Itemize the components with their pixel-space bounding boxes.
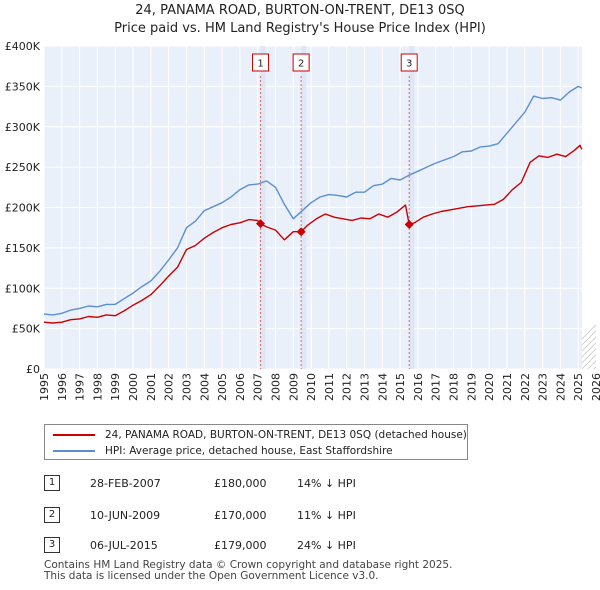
- x-tick-label: 2025: [572, 373, 585, 401]
- x-tick-label: 1995: [38, 373, 51, 401]
- sale-point: [404, 219, 414, 229]
- x-tick-label: 1998: [91, 373, 104, 401]
- sale-badge-box: [252, 53, 270, 72]
- sale-hpi-relation: 24% ↓ HPI: [297, 539, 356, 552]
- x-tick-label: 2021: [501, 373, 514, 401]
- x-tick-label: 2005: [216, 373, 229, 401]
- chart-title: 24, PANAMA ROAD, BURTON-ON-TRENT, DE13 0…: [0, 2, 600, 38]
- legend-label-hpi: HPI: Average price, detached house, East…: [105, 445, 393, 457]
- x-tick-label: 2018: [448, 373, 461, 401]
- x-axis-labels: 1995 1996 1997 1998 1999 2000 2001 2002 2003 2004…: [38, 373, 600, 401]
- x-tick-label: 2008: [269, 373, 282, 401]
- sale-price: £180,000: [214, 477, 267, 490]
- x-tick-label: 2015: [394, 373, 407, 401]
- x-tick-label: 2020: [483, 373, 496, 401]
- sale-number-badge: 2: [44, 507, 60, 523]
- sale-number-badge: 1: [44, 475, 60, 491]
- y-tick-label: £150K: [5, 242, 41, 255]
- x-tick-label: 2024: [554, 373, 567, 401]
- x-tick-label: 1999: [109, 373, 122, 401]
- sale-point: [256, 219, 266, 229]
- y-tick-label: £350K: [5, 80, 41, 93]
- sale-date: 06-JUL-2015: [90, 539, 158, 552]
- footer-credits: Contains HM Land Registry data © Crown c…: [44, 560, 452, 582]
- sale-shade: [301, 46, 307, 369]
- x-tick-label: 2001: [145, 373, 158, 401]
- y-tick-label: £200K: [5, 202, 41, 215]
- x-tick-label: 2023: [537, 373, 550, 401]
- price-chart: 1 2 3 £0 £50K £100K £150K £200K £250K £300K £350K…: [5, 40, 600, 401]
- legend-swatch-hpi: [53, 450, 95, 452]
- sale-price: £170,000: [214, 509, 267, 522]
- x-tick-label: 2022: [519, 373, 532, 401]
- x-tick-label: 2019: [465, 373, 478, 401]
- sale-badge-label: 3: [406, 59, 412, 70]
- hpi-line: [43, 85, 583, 316]
- sale-number-badge: 3: [44, 537, 60, 553]
- x-tick-label: 2013: [359, 373, 372, 401]
- title-line-2: Price paid vs. HM Land Registry's House …: [114, 21, 486, 36]
- y-tick-label: £400K: [5, 40, 41, 53]
- forecast-area: [581, 46, 596, 369]
- sale-date: 10-JUN-2009: [90, 509, 161, 522]
- property-price-line: [43, 144, 583, 324]
- x-tick-label: 2000: [127, 373, 140, 401]
- x-tick-label: 2009: [287, 373, 300, 401]
- x-tick-label: 1996: [56, 373, 69, 401]
- sale-badge-label: 2: [298, 59, 304, 70]
- sale-price: £179,000: [214, 539, 267, 552]
- legend-label-property: 24, PANAMA ROAD, BURTON-ON-TRENT, DE13 0…: [105, 429, 467, 441]
- sale-badge-label: 1: [257, 59, 263, 70]
- legend-swatch-property: [53, 434, 95, 436]
- x-tick-label: 2016: [412, 373, 425, 401]
- x-tick-label: 2007: [252, 373, 265, 401]
- sale-shade: [409, 46, 415, 369]
- y-tick-label: £100K: [5, 282, 41, 295]
- sale-hpi-relation: 11% ↓ HPI: [297, 509, 356, 522]
- y-tick-label: £300K: [5, 121, 41, 134]
- footer-line-2: This data is licensed under the Open Gov…: [44, 570, 379, 582]
- x-tick-label: 2012: [341, 373, 354, 401]
- sale-point: [296, 227, 306, 237]
- y-tick-label: £250K: [5, 161, 41, 174]
- y-tick-label: £0: [26, 363, 40, 376]
- x-tick-label: 2011: [323, 373, 336, 401]
- sale-badge-box: [292, 53, 310, 72]
- sale-period-shades: [260, 46, 415, 369]
- x-tick-label: 1997: [74, 373, 87, 401]
- x-tick-label: 2002: [163, 373, 176, 401]
- x-tick-label: 2006: [234, 373, 247, 401]
- title-line-1: 24, PANAMA ROAD, BURTON-ON-TRENT, DE13 0…: [135, 3, 465, 18]
- series-lines: [43, 85, 583, 324]
- legend: 24, PANAMA ROAD, BURTON-ON-TRENT, DE13 0…: [44, 424, 468, 460]
- forecast-hatch: [581, 46, 596, 369]
- sale-hpi-relation: 14% ↓ HPI: [297, 477, 356, 490]
- y-tick-label: £50K: [12, 323, 41, 336]
- sale-shade: [260, 46, 266, 369]
- x-tick-label: 2003: [180, 373, 193, 401]
- x-tick-label: 2026: [590, 373, 600, 401]
- x-tick-label: 2014: [376, 373, 389, 401]
- sale-badge-box: [400, 53, 418, 72]
- sale-markers: 1 2 3: [252, 53, 418, 237]
- x-tick-label: 2004: [198, 373, 211, 401]
- y-axis-labels: £0 £50K £100K £150K £200K £250K £300K £350K £400…: [5, 40, 41, 376]
- footer-line-1: Contains HM Land Registry data © Crown c…: [44, 559, 453, 571]
- sale-date: 28-FEB-2007: [90, 477, 161, 490]
- x-tick-label: 2010: [305, 373, 318, 401]
- x-tick-label: 2017: [430, 373, 443, 401]
